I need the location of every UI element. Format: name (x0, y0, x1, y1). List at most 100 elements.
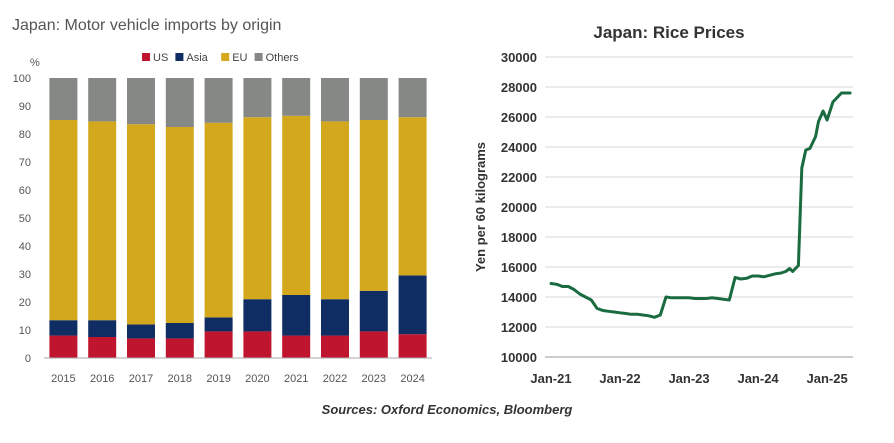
bar-segment-eu-2023 (359, 120, 388, 291)
imports-y-tick-label: 60 (19, 185, 31, 197)
bar-segment-others-2024 (398, 78, 427, 118)
rice-x-tick-label: Jan-23 (668, 371, 709, 386)
rice-x-tick-label: Jan-22 (599, 371, 640, 386)
rice-y-tick-label: 20000 (501, 200, 537, 215)
bar-segment-eu-2018 (165, 127, 194, 323)
imports-x-tick-label: 2018 (168, 373, 192, 385)
bar-segment-asia-2017 (127, 324, 155, 339)
bar-segment-others-2017 (127, 78, 155, 125)
legend-label-asia: Asia (186, 52, 208, 64)
rice-y-tick-label: 28000 (501, 80, 537, 95)
rice-chart-x-axis: Jan-21 Jan-22 Jan-23 Jan-24 Jan-25 (530, 371, 847, 386)
imports-y-tick-label: 70 (19, 157, 31, 169)
sources-note: Sources: Oxford Economics, Bloomberg (321, 402, 573, 417)
rice-y-tick-label: 26000 (501, 110, 537, 125)
bar-segment-eu-2024 (398, 117, 427, 276)
imports-y-tick-label: 50 (19, 213, 31, 225)
bar-segment-us-2015 (49, 335, 78, 358)
legend-label-us: US (153, 52, 168, 64)
bar-segment-eu-2016 (88, 121, 117, 321)
bar-segment-asia-2020 (243, 299, 272, 332)
imports-y-tick-label: 20 (19, 297, 31, 309)
bar-segment-us-2018 (165, 338, 194, 358)
imports-chart-title: Japan: Motor vehicle imports by origin (12, 17, 281, 34)
legend-swatch-asia (175, 53, 184, 61)
rice-chart-y-axis-label: Yen per 60 kilograms (473, 142, 488, 272)
bar-segment-eu-2020 (243, 117, 272, 300)
imports-x-tick-label: 2020 (245, 373, 269, 385)
bar-segment-eu-2017 (127, 124, 155, 325)
legend-label-others: Others (266, 52, 300, 64)
rice-chart-gridlines (545, 56, 853, 328)
rice-price-line (549, 91, 852, 319)
imports-y-tick-label: 100 (13, 73, 31, 85)
bar-segment-asia-2024 (398, 275, 427, 335)
imports-x-tick-label: 2022 (323, 373, 347, 385)
rice-x-tick-label: Jan-21 (530, 371, 571, 386)
imports-y-tick-label: 90 (19, 101, 31, 113)
bar-segment-eu-2021 (282, 115, 311, 295)
bar-segment-others-2015 (49, 78, 78, 120)
imports-x-tick-label: 2024 (400, 373, 424, 385)
bar-segment-eu-2022 (321, 121, 349, 300)
bar-segment-asia-2015 (49, 320, 78, 336)
bar-segment-us-2024 (398, 334, 427, 358)
imports-bars (49, 78, 427, 358)
legend-swatch-us (142, 53, 150, 61)
bar-segment-others-2023 (359, 78, 388, 120)
bar-segment-asia-2018 (165, 323, 194, 339)
rice-y-tick-label: 14000 (501, 290, 537, 305)
legend-swatch-eu (221, 53, 230, 61)
bar-segment-us-2022 (321, 335, 349, 358)
rice-y-tick-label: 18000 (501, 230, 537, 245)
bar-segment-asia-2016 (88, 320, 117, 337)
legend-swatch-others (254, 53, 263, 61)
imports-x-tick-label: 2015 (51, 373, 75, 385)
imports-x-axis: 2015 2016 2017 2018 2019 2020 2021 2022 2023 2024 (51, 373, 425, 385)
bar-segment-others-2020 (243, 78, 272, 118)
bar-segment-asia-2023 (359, 290, 388, 332)
imports-x-tick-label: 2019 (206, 373, 230, 385)
imports-chart: Japan: Motor vehicle imports by origin %… (12, 17, 432, 385)
imports-x-tick-label: 2023 (362, 373, 386, 385)
bar-segment-us-2017 (127, 338, 155, 358)
imports-y-axis-unit: % (30, 57, 40, 69)
imports-y-tick-label: 40 (19, 241, 31, 253)
rice-prices-chart: Japan: Rice Prices Yen per 60 kilograms … (473, 23, 853, 386)
bar-segment-us-2023 (359, 331, 388, 358)
imports-y-axis: 0 10 20 30 40 50 60 70 80 90 100 (13, 73, 31, 365)
bar-segment-asia-2021 (282, 295, 311, 336)
rice-y-tick-label: 10000 (501, 350, 537, 365)
rice-y-tick-label: 16000 (501, 260, 537, 275)
imports-y-tick-label: 80 (19, 129, 31, 141)
rice-y-tick-label: 22000 (501, 170, 537, 185)
imports-x-tick-label: 2021 (284, 373, 308, 385)
rice-y-tick-label: 24000 (501, 140, 537, 155)
imports-x-tick-label: 2017 (129, 373, 153, 385)
bar-segment-eu-2019 (204, 122, 233, 318)
rice-y-tick-label: 30000 (501, 50, 537, 65)
bar-segment-others-2019 (204, 78, 233, 123)
bar-segment-us-2021 (282, 335, 311, 358)
rice-x-tick-label: Jan-24 (737, 371, 779, 386)
bar-segment-us-2019 (204, 331, 233, 358)
imports-legend: US Asia EU Others (142, 52, 299, 64)
bar-segment-us-2020 (243, 331, 272, 358)
legend-label-eu: EU (232, 52, 247, 64)
bar-segment-others-2018 (165, 78, 194, 127)
bar-segment-asia-2019 (204, 317, 233, 332)
bar-segment-others-2022 (321, 78, 349, 122)
bar-segment-others-2021 (282, 78, 311, 116)
imports-y-tick-label: 10 (19, 325, 31, 337)
rice-y-tick-label: 12000 (501, 320, 537, 335)
bar-segment-eu-2015 (49, 120, 78, 321)
bar-segment-asia-2022 (321, 299, 349, 336)
rice-chart-y-axis: 10000 12000 14000 16000 18000 20000 22000 24000… (501, 50, 537, 365)
imports-y-tick-label: 30 (19, 269, 31, 281)
bar-segment-us-2016 (88, 337, 117, 358)
imports-y-tick-label: 0 (25, 353, 31, 365)
imports-x-tick-label: 2016 (90, 373, 114, 385)
rice-x-tick-label: Jan-25 (807, 371, 848, 386)
rice-chart-title: Japan: Rice Prices (593, 23, 744, 42)
bar-segment-others-2016 (88, 78, 117, 122)
